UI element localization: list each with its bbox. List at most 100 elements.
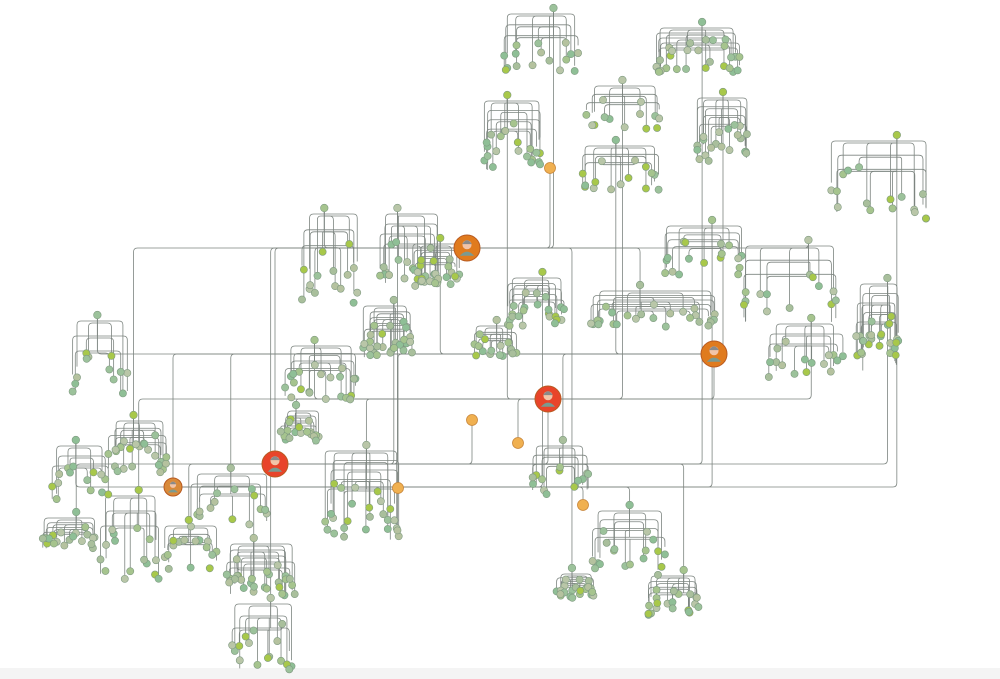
node — [501, 65, 510, 74]
node — [701, 64, 710, 72]
node — [697, 17, 707, 27]
node — [675, 270, 683, 279]
node — [327, 510, 335, 518]
link — [129, 437, 134, 449]
link — [397, 225, 432, 249]
node — [145, 535, 154, 544]
node — [366, 330, 375, 339]
node — [556, 590, 565, 599]
link — [896, 170, 916, 213]
minor-hub — [577, 499, 589, 511]
node — [321, 517, 330, 526]
link — [308, 355, 315, 392]
link — [584, 162, 616, 184]
minor-hub — [512, 437, 524, 449]
link — [615, 153, 659, 175]
node — [511, 49, 520, 58]
node — [402, 323, 410, 332]
node — [862, 199, 871, 208]
node — [69, 462, 78, 471]
link — [248, 605, 271, 643]
hub-body — [168, 489, 178, 493]
link — [188, 527, 209, 542]
link — [363, 328, 394, 358]
node — [343, 517, 352, 525]
node — [134, 485, 143, 495]
link — [56, 519, 77, 542]
link — [648, 581, 684, 602]
node — [446, 280, 455, 289]
link — [610, 147, 616, 190]
node — [637, 310, 646, 319]
node — [336, 372, 344, 381]
node — [276, 427, 285, 436]
node — [743, 130, 751, 139]
node — [602, 538, 611, 547]
node — [521, 288, 530, 297]
node — [119, 389, 127, 398]
link — [75, 445, 103, 474]
link — [379, 233, 398, 269]
link — [592, 295, 641, 320]
link — [862, 293, 888, 371]
link — [138, 398, 548, 490]
link — [507, 109, 541, 138]
node — [690, 304, 699, 313]
node — [232, 555, 241, 564]
link — [542, 277, 562, 303]
link — [549, 15, 554, 61]
node — [833, 203, 842, 211]
link — [46, 522, 77, 544]
node — [588, 557, 597, 565]
node — [544, 305, 553, 314]
link — [362, 305, 394, 348]
node — [379, 263, 388, 272]
link — [133, 435, 167, 468]
link — [296, 415, 317, 437]
node — [235, 656, 244, 665]
link — [523, 296, 543, 311]
link — [869, 285, 888, 336]
link — [301, 245, 325, 266]
node — [725, 241, 733, 250]
link — [314, 353, 356, 386]
node — [695, 317, 704, 326]
node — [654, 547, 663, 556]
link — [708, 117, 723, 161]
link — [45, 527, 77, 549]
node — [707, 215, 717, 225]
node — [492, 315, 501, 325]
node — [285, 418, 294, 426]
node — [372, 351, 381, 359]
link — [613, 512, 630, 551]
link — [614, 521, 630, 550]
node — [666, 309, 675, 318]
node — [560, 305, 568, 314]
node — [126, 444, 134, 453]
node — [526, 145, 535, 153]
link — [683, 583, 689, 611]
link — [309, 231, 325, 286]
node — [431, 279, 440, 288]
link — [766, 275, 809, 295]
link — [43, 517, 77, 545]
link — [133, 444, 161, 473]
node — [184, 515, 193, 525]
link — [861, 304, 888, 354]
link — [76, 517, 95, 536]
link — [309, 213, 325, 269]
link — [683, 575, 696, 598]
link — [553, 26, 561, 71]
node — [451, 272, 459, 281]
link — [703, 227, 713, 263]
link — [537, 285, 543, 305]
node — [855, 163, 863, 172]
link — [597, 299, 641, 327]
node — [366, 351, 375, 360]
link — [506, 13, 554, 54]
node — [123, 369, 132, 377]
link — [467, 247, 573, 568]
node — [742, 149, 751, 158]
link — [616, 310, 641, 325]
node — [700, 258, 708, 267]
